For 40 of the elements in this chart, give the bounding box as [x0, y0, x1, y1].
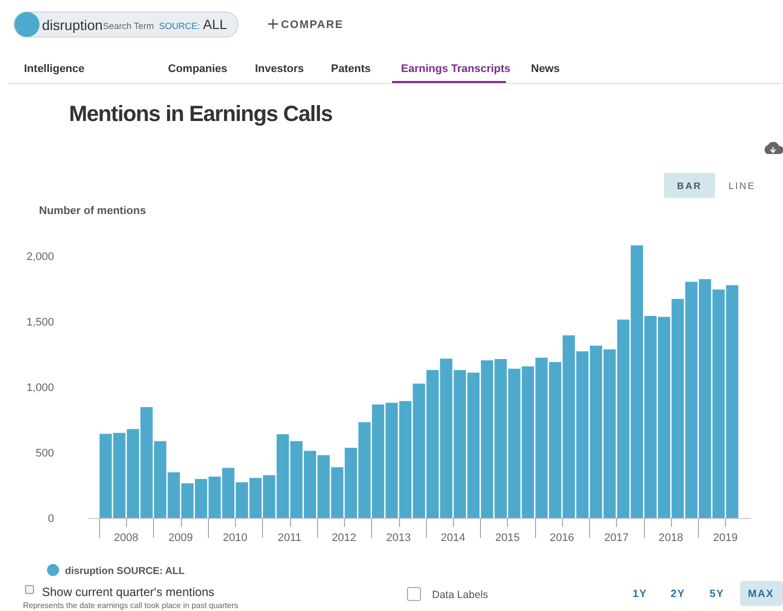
text: 2Y	[670, 588, 686, 600]
text: disruption	[42, 17, 103, 33]
text: 5Y	[710, 588, 724, 600]
y-axis-title: Number of mentions	[39, 205, 146, 217]
text: LINE	[728, 181, 756, 192]
y-tick-label: 500	[36, 447, 54, 460]
text: MAX	[748, 588, 774, 600]
chart-title: Mentions in Earnings Calls	[69, 101, 333, 126]
text: Investors	[255, 63, 304, 75]
x-tick-label: 2009	[168, 532, 193, 544]
text: News	[531, 63, 560, 75]
text: COMPARE	[281, 19, 344, 31]
text: Patents	[331, 63, 371, 75]
x-tick-label: 2014	[440, 532, 466, 544]
y-tick-label: 1,000	[26, 382, 54, 394]
text: 1Y	[632, 588, 648, 600]
source-note: SOURCE:	[159, 21, 200, 31]
text: Show current quarter's mentions	[42, 585, 214, 599]
x-tick-label: 2015	[495, 532, 520, 544]
y-tick-label: 1,500	[26, 316, 54, 328]
y-tick-label: 2,000	[26, 250, 54, 263]
x-tick-label: 2018	[658, 532, 684, 544]
text: Companies	[168, 63, 228, 75]
x-tick-label: 2011	[278, 532, 302, 544]
x-tick-label: 2017	[604, 532, 629, 544]
x-tick-label: 2016	[550, 532, 574, 544]
x-tick-label: 2010	[222, 532, 248, 544]
y-tick-label: 0	[48, 512, 54, 525]
x-tick-label: 2012	[332, 532, 356, 544]
text: Earnings Transcripts	[401, 63, 510, 75]
text: Represents the date earnings call took place in past quarters	[23, 601, 238, 610]
text: Data Labels	[432, 589, 488, 601]
x-tick-label: 2013	[386, 532, 411, 544]
text: BAR	[676, 181, 702, 192]
legend-label: disruption SOURCE: ALL	[65, 566, 185, 577]
text: Search Term	[103, 21, 154, 31]
text: ALL	[203, 17, 228, 32]
x-tick-label: 2008	[114, 532, 138, 544]
text: Intelligence	[24, 63, 85, 75]
x-tick-label: 2019	[713, 532, 738, 544]
